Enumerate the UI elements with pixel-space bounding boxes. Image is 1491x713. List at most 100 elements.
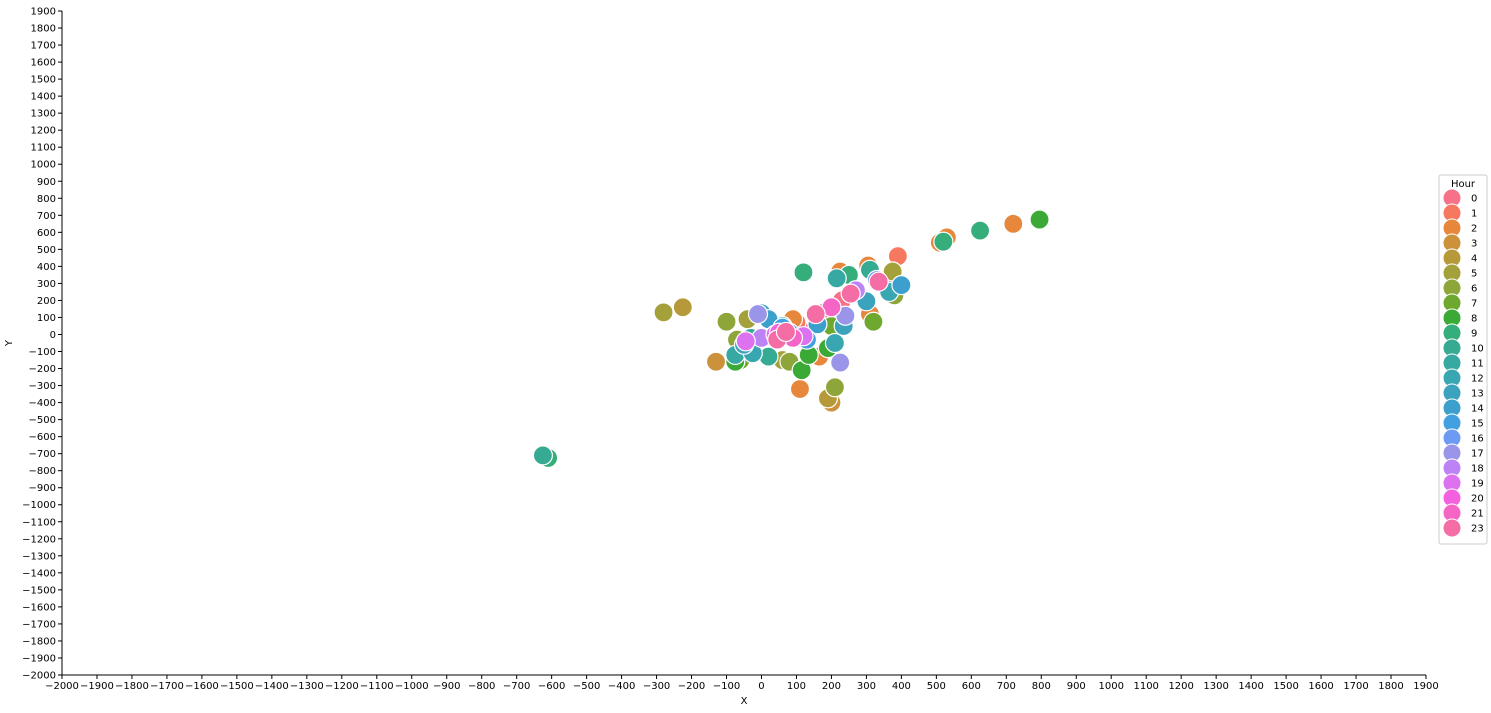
data-point-hour-10 [532,445,553,466]
x-tick-label: −300 [643,681,670,692]
y-tick-label: −300 [29,381,56,392]
legend-label-11: 11 [1471,359,1484,370]
legend-label-15: 15 [1471,419,1484,430]
y-tick-label: −1100 [22,517,56,528]
x-tick-label: −1000 [395,681,429,692]
x-tick-label: −200 [678,681,705,692]
legend-label-17: 17 [1471,449,1484,460]
y-tick-label: 1000 [31,160,56,171]
legend-label-3: 3 [1471,239,1477,250]
x-tick-label: −1100 [360,681,394,692]
y-tick-label: −1600 [22,602,56,613]
y-tick-label: −1800 [22,636,56,647]
axes: −2000 −1900 −1800 −1700 −1600 −1500 −1400 −1300… [4,7,1439,708]
x-tick-label: −500 [573,681,600,692]
legend-label-8: 8 [1471,314,1477,325]
x-tick-label: −100 [713,681,740,692]
y-tick-label: −100 [29,347,56,358]
x-tick-label: 300 [857,681,876,692]
x-tick-label: −1800 [115,681,149,692]
y-tick-label: −2000 [22,671,56,682]
data-point-hour-9 [793,262,814,283]
y-tick-label: 900 [37,177,56,188]
x-tick-label: 1200 [1168,681,1193,692]
data-point-hour-2 [1003,213,1024,234]
legend-label-20: 20 [1471,494,1484,505]
legend-label-23: 23 [1471,524,1484,535]
y-tick-label: −700 [29,449,56,460]
legend-label-5: 5 [1471,269,1477,280]
data-point-hour-17 [830,352,851,373]
x-tick-label: −2000 [45,681,79,692]
legend-label-0: 0 [1471,194,1477,205]
y-tick-label: 700 [37,211,56,222]
legend: Hour 01234567891011121314151617181920212… [1438,174,1488,545]
x-tick-label: 1300 [1203,681,1228,692]
legend-label-2: 2 [1471,224,1477,235]
data-points [532,209,1050,469]
legend-label-21: 21 [1471,509,1484,520]
y-tick-label: 0 [50,330,56,341]
x-tick-label: −1200 [325,681,359,692]
data-point-hour-23 [805,303,826,325]
y-tick-label: −1300 [22,551,56,562]
x-ticks: −2000 −1900 −1800 −1700 −1600 −1500 −1400 −1300… [45,675,1439,692]
x-tick-label: −1600 [185,681,219,692]
y-tick-label: −1000 [22,500,56,511]
legend-label-14: 14 [1471,404,1484,415]
legend-label-6: 6 [1471,284,1477,295]
legend-label-9: 9 [1471,329,1477,340]
data-point-hour-4 [672,297,693,318]
y-tick-label: −1900 [22,653,56,664]
y-tick-label: 300 [37,279,56,290]
data-point-hour-9 [933,231,954,252]
x-tick-label: 800 [1032,681,1051,692]
data-point-hour-23 [868,271,889,292]
x-tick-label: 200 [822,681,841,692]
data-point-hour-17 [747,303,769,325]
x-tick-label: −600 [538,681,565,692]
legend-title: Hour [1451,179,1476,190]
y-tick-label: 1300 [31,109,56,120]
y-tick-label: −1400 [22,568,56,579]
legend-label-4: 4 [1471,254,1477,265]
data-point-hour-12 [824,332,846,354]
data-point-hour-5 [653,302,674,323]
x-tick-label: 0 [758,681,764,692]
y-tick-label: 200 [37,296,56,307]
x-tick-label: −1300 [290,681,324,692]
x-tick-label: 100 [787,681,806,692]
legend-label-16: 16 [1471,434,1484,445]
y-tick-label: −500 [29,415,56,426]
legend-label-7: 7 [1471,299,1477,310]
x-tick-label: 1400 [1238,681,1263,692]
y-tick-label: 400 [37,262,56,273]
y-tick-label: 1700 [31,41,56,52]
data-point-hour-11 [826,268,847,289]
data-point-hour-2 [789,378,811,400]
y-tick-label: 1900 [31,7,56,18]
legend-label-12: 12 [1471,374,1484,385]
y-tick-label: −1200 [22,534,56,545]
data-point-hour-9 [969,220,991,241]
data-point-hour-8 [1029,209,1050,230]
y-tick-label: 100 [37,313,56,324]
legend-label-19: 19 [1471,479,1484,490]
y-tick-label: 800 [37,194,56,205]
x-tick-label: 1500 [1273,681,1298,692]
y-ticks: −2000−1900−1800−1700−1600−1500−1400−1300… [22,7,62,682]
y-tick-label: −600 [29,432,56,443]
data-point-hour-6 [824,377,846,398]
x-tick-label: 1100 [1133,681,1158,692]
y-tick-label: 1100 [31,143,56,154]
y-tick-label: −900 [29,483,56,494]
x-tick-label: −400 [608,681,635,692]
x-tick-label: 900 [1067,681,1086,692]
legend-label-10: 10 [1471,344,1484,355]
x-tick-label: 1800 [1378,681,1403,692]
y-tick-label: 500 [37,245,56,256]
y-tick-label: −1700 [22,619,56,630]
x-axis-label: X [741,696,748,707]
